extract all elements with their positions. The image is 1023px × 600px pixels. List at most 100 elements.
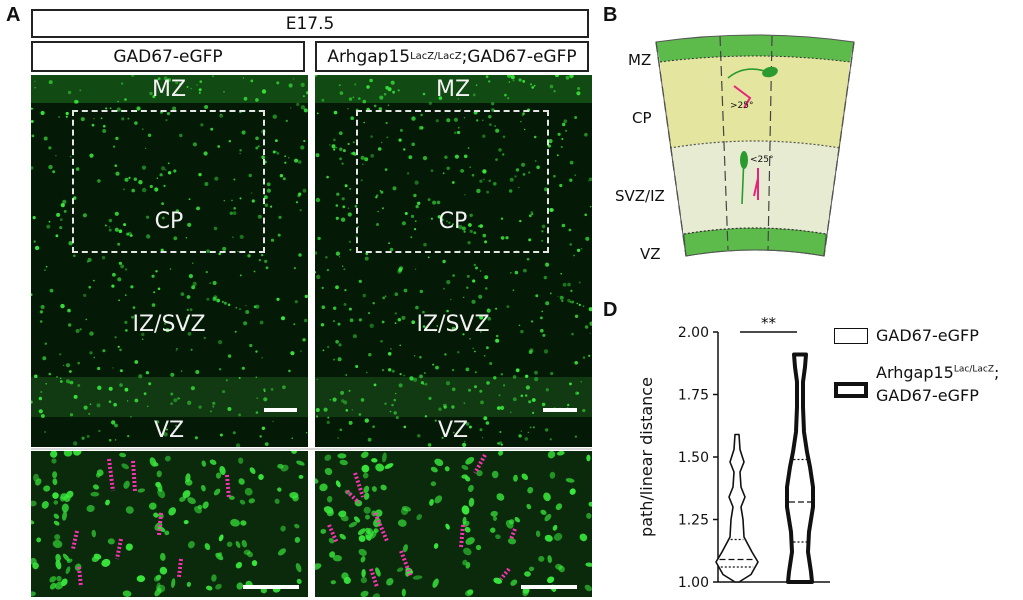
gfp-cell: [157, 77, 161, 81]
gfp-cell: [241, 539, 248, 548]
gfp-cell: [324, 454, 332, 461]
gfp-cell: [191, 285, 196, 290]
gfp-cell: [218, 252, 221, 256]
gfp-cell: [59, 380, 63, 383]
gfp-cell: [505, 236, 509, 240]
gfp-cell: [436, 200, 441, 205]
schematic-label-cp: CP: [632, 109, 652, 127]
gfp-cell: [125, 543, 133, 551]
gfp-cell: [569, 75, 574, 79]
gfp-cell: [388, 242, 390, 245]
gfp-cell: [410, 214, 415, 218]
gfp-cell: [186, 86, 189, 88]
gfp-cell: [124, 387, 129, 392]
gfp-cell: [375, 567, 381, 577]
gfp-cell: [362, 99, 367, 104]
gfp-cell: [580, 247, 583, 250]
gfp-cell: [238, 377, 241, 379]
gfp-cell: [479, 224, 483, 228]
gfp-cell: [482, 119, 484, 121]
gfp-cell: [479, 270, 482, 272]
gfp-cell: [571, 300, 575, 304]
gfp-cell: [328, 537, 335, 544]
gfp-cell: [528, 350, 533, 354]
gfp-cell: [512, 289, 515, 292]
gfp-cell: [486, 190, 489, 194]
gfp-cell: [463, 296, 465, 299]
gfp-cell: [130, 234, 133, 237]
gfp-cell: [383, 92, 387, 96]
gfp-cell: [559, 295, 564, 300]
gfp-cell: [465, 537, 475, 545]
gfp-cell: [520, 120, 522, 123]
gfp-cell: [588, 307, 592, 312]
gfp-cell: [73, 99, 78, 104]
gfp-cell: [112, 367, 114, 369]
gfp-cell: [466, 274, 470, 278]
gfp-cell: [38, 396, 43, 401]
gfp-cell: [526, 257, 530, 261]
gfp-cell: [202, 501, 209, 509]
gfp-cell: [486, 308, 491, 313]
gfp-cell: [509, 519, 515, 525]
trajectory-marker: [509, 528, 517, 540]
gfp-cell: [373, 528, 379, 533]
gfp-cell: [87, 257, 92, 262]
radial-guide: [719, 35, 729, 251]
panel-a-title: E17.5: [31, 9, 589, 38]
gfp-cell: [342, 265, 344, 267]
gfp-cell: [53, 513, 60, 519]
gfp-cell: [295, 201, 298, 204]
gfp-cell: [365, 371, 368, 374]
gfp-cell: [146, 234, 151, 239]
gfp-cell: [296, 460, 305, 466]
gfp-cell: [131, 315, 135, 319]
gfp-cell: [223, 90, 225, 93]
gfp-cell: [250, 192, 253, 194]
gfp-cell: [367, 312, 371, 315]
gfp-cell: [248, 173, 252, 178]
gfp-cell: [582, 305, 585, 308]
gfp-cell: [322, 349, 325, 352]
gfp-cell: [329, 399, 331, 401]
gfp-cell: [475, 84, 478, 86]
gfp-cell: [396, 567, 404, 572]
gfp-cell: [479, 179, 483, 183]
gfp-cell: [294, 300, 298, 304]
gfp-cell: [41, 414, 45, 418]
gfp-cell: [398, 138, 402, 142]
gfp-cell: [482, 233, 487, 238]
gfp-cell: [58, 116, 61, 118]
legend-ko-tail: ;: [994, 363, 1000, 382]
gfp-cell: [241, 366, 245, 370]
gfp-cell: [468, 497, 475, 507]
gfp-cell: [93, 356, 96, 359]
gfp-cell: [327, 345, 330, 349]
gfp-cell: [364, 157, 369, 162]
gfp-cell: [354, 83, 357, 86]
gfp-cell: [119, 383, 123, 387]
gfp-cell: [384, 402, 387, 405]
gfp-cell: [134, 398, 139, 403]
gfp-cell: [187, 497, 196, 505]
gfp-cell: [479, 331, 482, 333]
gfp-cell: [69, 155, 72, 158]
gfp-cell: [430, 466, 438, 473]
gfp-cell: [294, 536, 301, 543]
gfp-cell: [88, 285, 91, 289]
gfp-cell: [445, 381, 451, 386]
gfp-cell: [196, 84, 198, 86]
gfp-cell: [335, 285, 339, 290]
gfp-cell: [108, 226, 111, 228]
gfp-cell: [579, 533, 588, 542]
gfp-cell: [463, 154, 468, 159]
gfp-cell: [244, 487, 253, 496]
gfp-cell: [365, 534, 372, 541]
gfp-cell: [382, 452, 387, 463]
gfp-cell: [403, 374, 406, 377]
trajectory-marker: [345, 489, 361, 505]
zoom-knockout: [315, 451, 592, 597]
gfp-cell: [67, 308, 71, 313]
gfp-cell: [196, 206, 201, 211]
gfp-cell: [484, 275, 489, 280]
